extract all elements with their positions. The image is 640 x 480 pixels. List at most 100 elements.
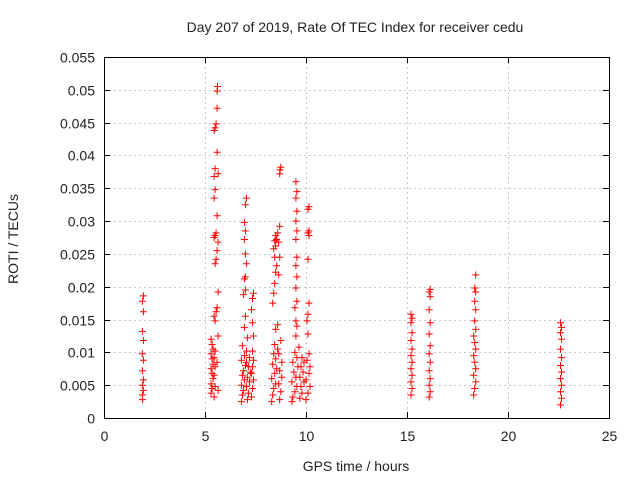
data-point bbox=[242, 347, 250, 355]
data-point bbox=[211, 383, 219, 390]
data-point bbox=[242, 194, 250, 202]
data-point bbox=[557, 319, 564, 327]
data-point bbox=[472, 306, 480, 314]
data-point bbox=[408, 314, 416, 322]
data-point bbox=[241, 362, 249, 369]
data-point bbox=[244, 389, 252, 397]
data-point bbox=[243, 396, 251, 404]
data-point bbox=[408, 371, 416, 379]
data-point bbox=[210, 393, 218, 401]
data-point bbox=[303, 317, 311, 325]
data-point bbox=[139, 292, 147, 300]
x-tick-label: 5 bbox=[202, 428, 210, 444]
data-point bbox=[238, 371, 246, 379]
data-point bbox=[138, 391, 146, 399]
x-axis-label: GPS time / hours bbox=[303, 458, 410, 474]
y-tick-label: 0 bbox=[87, 411, 95, 427]
data-point bbox=[426, 342, 434, 350]
data-point bbox=[207, 380, 215, 388]
data-point bbox=[214, 332, 222, 340]
data-point bbox=[237, 381, 245, 389]
data-point bbox=[240, 218, 248, 226]
data-point bbox=[208, 341, 216, 348]
data-point bbox=[207, 335, 215, 343]
data-point bbox=[274, 321, 282, 329]
data-point bbox=[214, 288, 222, 296]
data-point bbox=[214, 386, 222, 394]
data-point bbox=[138, 297, 146, 305]
data-point bbox=[557, 401, 564, 409]
data-point bbox=[426, 293, 434, 301]
data-point bbox=[249, 363, 256, 371]
data-point bbox=[241, 273, 249, 281]
y-tick-label: 0.045 bbox=[60, 116, 95, 132]
data-point bbox=[292, 236, 300, 243]
data-points bbox=[138, 83, 565, 409]
data-point bbox=[407, 378, 415, 386]
data-point bbox=[214, 83, 221, 90]
y-tick-label: 0.035 bbox=[60, 181, 95, 197]
data-point bbox=[292, 262, 300, 270]
data-point bbox=[293, 188, 301, 196]
data-point bbox=[302, 376, 310, 384]
data-point bbox=[240, 352, 248, 360]
data-point bbox=[426, 358, 434, 366]
data-point bbox=[211, 165, 219, 173]
data-point bbox=[207, 365, 215, 373]
data-point bbox=[268, 375, 276, 383]
data-point bbox=[277, 337, 285, 344]
data-point bbox=[470, 352, 478, 360]
data-point bbox=[425, 306, 433, 314]
data-point bbox=[407, 337, 415, 344]
data-point bbox=[471, 284, 479, 292]
data-point bbox=[278, 373, 286, 381]
data-point bbox=[408, 385, 416, 392]
data-point bbox=[213, 247, 221, 255]
data-point bbox=[472, 378, 480, 386]
data-point bbox=[557, 388, 564, 396]
data-point bbox=[292, 317, 300, 325]
data-point bbox=[214, 170, 222, 178]
data-point bbox=[305, 299, 313, 307]
data-point bbox=[305, 369, 313, 377]
data-point bbox=[277, 163, 285, 171]
data-point bbox=[237, 356, 245, 364]
data-point bbox=[557, 345, 564, 353]
data-point bbox=[278, 358, 286, 366]
data-point bbox=[245, 354, 253, 362]
data-point bbox=[249, 319, 256, 327]
data-point bbox=[293, 207, 301, 215]
data-point bbox=[293, 253, 301, 261]
data-point bbox=[471, 297, 479, 305]
x-tick-label: 25 bbox=[602, 428, 618, 444]
data-point bbox=[248, 306, 255, 314]
data-point bbox=[274, 345, 282, 353]
data-point bbox=[276, 222, 284, 230]
data-point bbox=[302, 396, 310, 404]
data-point bbox=[138, 350, 146, 358]
y-tick-label: 0.005 bbox=[60, 378, 95, 394]
x-tick-label: 20 bbox=[501, 428, 517, 444]
data-point bbox=[210, 312, 218, 320]
data-point bbox=[274, 229, 282, 237]
data-point bbox=[472, 345, 480, 353]
data-point bbox=[248, 393, 255, 401]
data-point bbox=[245, 378, 253, 386]
data-point bbox=[271, 279, 279, 287]
data-point bbox=[268, 398, 276, 406]
data-point bbox=[138, 367, 146, 375]
data-point bbox=[271, 369, 279, 377]
data-point bbox=[288, 398, 296, 406]
data-point bbox=[239, 386, 247, 394]
data-point bbox=[292, 217, 300, 225]
data-point bbox=[293, 297, 301, 305]
data-point bbox=[243, 334, 251, 342]
data-point bbox=[557, 375, 564, 383]
y-tick-label: 0.025 bbox=[60, 247, 95, 263]
data-point bbox=[304, 310, 312, 318]
data-point bbox=[297, 383, 305, 390]
data-point bbox=[211, 260, 219, 268]
data-point bbox=[408, 345, 416, 353]
data-point bbox=[276, 367, 284, 375]
data-point bbox=[237, 398, 245, 406]
